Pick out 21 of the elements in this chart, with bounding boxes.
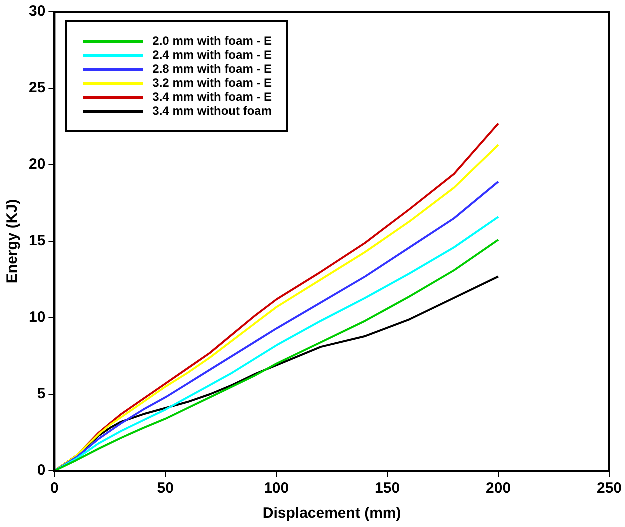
x-tick-label: 0: [50, 480, 59, 498]
y-tick-label: 30: [28, 3, 46, 20]
legend-label: 2.0 mm with foam - E: [152, 34, 272, 48]
legend-label: 3.4 mm with foam - E: [152, 90, 272, 104]
y-tick-label: 20: [28, 156, 46, 174]
x-tick-label: 150: [375, 480, 400, 498]
x-tick-label: 50: [157, 480, 174, 498]
x-tick-label: 100: [264, 480, 290, 498]
legend-label: 2.8 mm with foam - E: [152, 62, 272, 76]
legend-label: 3.4 mm without foam: [152, 104, 272, 118]
legend-label: 3.2 mm with foam - E: [152, 76, 272, 90]
y-tick-label: 10: [28, 309, 46, 326]
y-tick-label: 15: [28, 232, 46, 250]
y-tick-label: 25: [28, 80, 46, 97]
x-tick-label: 200: [486, 480, 512, 498]
y-tick-label: 5: [37, 386, 46, 403]
x-axis-title: Displacement (mm): [262, 505, 402, 522]
y-tick-label: 0: [37, 462, 46, 480]
legend-label: 2.4 mm with foam - E: [152, 48, 272, 62]
y-axis-title: Energy (KJ): [4, 199, 22, 284]
x-tick-label: 250: [596, 480, 622, 498]
